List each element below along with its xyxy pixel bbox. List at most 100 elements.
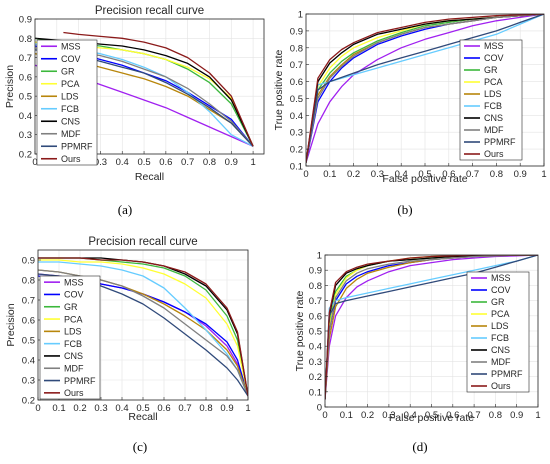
legend-label-cns: CNS xyxy=(491,345,510,355)
x-tick-label: 0.4 xyxy=(115,403,128,414)
y-tick-label: 0.5 xyxy=(22,336,35,347)
x-tick-label: 0.5 xyxy=(136,403,149,414)
x-tick-label: 0.1 xyxy=(323,169,336,180)
y-tick-label: 0.2 xyxy=(290,145,303,156)
legend-label-cov: COV xyxy=(61,54,81,64)
x-tick-label: 0.2 xyxy=(347,169,360,180)
x-tick-label: 0.8 xyxy=(490,169,503,180)
x-tick-label: 0.3 xyxy=(94,403,107,414)
legend-label-ppmrf: PPMRF xyxy=(484,137,516,147)
y-tick-label: 0.8 xyxy=(290,43,303,54)
y-tick-label: 0.5 xyxy=(290,94,303,105)
legend-label-cns: CNS xyxy=(484,113,503,123)
x-tick-label: 0.5 xyxy=(418,169,431,180)
x-tick-label: 0 xyxy=(35,403,40,414)
y-tick-label: 0.7 xyxy=(22,296,35,307)
legend-label-mdf: MDF xyxy=(64,363,84,373)
panel-label: (a) xyxy=(118,202,132,217)
x-tick-label: 0.1 xyxy=(52,403,65,414)
legend-label-cns: CNS xyxy=(64,351,83,361)
axes-box xyxy=(34,18,265,155)
chart-panel-3: 0 0.1 0.2 0.3 0.4 0.5 0.6 0.7 0.8 0.9 1 0.2 0.3 0.4 0.… xyxy=(5,236,251,454)
legend-label-mdf: MDF xyxy=(484,125,504,135)
series-line-ours xyxy=(325,255,538,400)
x-tick-label: 0.8 xyxy=(199,403,212,414)
y-tick-label: 0.3 xyxy=(309,357,322,368)
legend-label-gr: GR xyxy=(64,302,78,312)
x-tick-label: 0.4 xyxy=(404,410,417,421)
legend-label-cov: COV xyxy=(64,290,84,300)
chart-title: Precision recall curve xyxy=(88,236,197,248)
x-tick-label: 0.7 xyxy=(467,410,480,421)
legend-label-ours: Ours xyxy=(491,381,511,391)
x-tick-label: 0.8 xyxy=(489,410,502,421)
y-tick-label: 0 xyxy=(317,403,322,414)
y-tick-label: 0.9 xyxy=(19,15,32,26)
y-tick-label: 0.2 xyxy=(22,396,35,407)
y-tick-label: 0.4 xyxy=(22,356,35,367)
series-line-pca xyxy=(38,259,248,397)
legend-label-ours: Ours xyxy=(484,149,504,159)
legend-label-lds: LDS xyxy=(484,89,502,99)
series-line-ours xyxy=(38,257,248,397)
legend-label-mss: MSS xyxy=(61,41,81,51)
series-line-mdf xyxy=(325,255,538,400)
x-tick-label: 0.5 xyxy=(137,157,150,168)
x-tick-label: 1 xyxy=(245,403,250,414)
y-tick-label: 0.3 xyxy=(19,130,32,141)
y-tick-label: 0.9 xyxy=(309,266,322,277)
legend-label-gr: GR xyxy=(61,66,75,76)
series-line-ppmrf xyxy=(325,255,538,400)
y-tick-label: 0.2 xyxy=(19,150,32,161)
y-tick-label: 0.5 xyxy=(309,327,322,338)
x-tick-label: 0.9 xyxy=(225,157,238,168)
x-axis-label: Recall xyxy=(135,171,164,183)
legend-label-pca: PCA xyxy=(491,309,510,319)
legend-label-pca: PCA xyxy=(61,79,80,89)
legend-label-pca: PCA xyxy=(64,314,83,324)
x-tick-label: 0.8 xyxy=(203,157,216,168)
legend: MSS COV GR PCA LDS FCB CNS MDF PPMRF Ours xyxy=(36,39,98,166)
x-tick-label: 1 xyxy=(541,169,546,180)
x-tick-label: 0 xyxy=(322,410,327,421)
y-tick-label: 0.3 xyxy=(290,128,303,139)
y-tick-label: 0.2 xyxy=(309,372,322,383)
legend-label-ours: Ours xyxy=(61,154,81,164)
legend-label-ppmrf: PPMRF xyxy=(491,369,523,379)
y-tick-label: 0.4 xyxy=(290,111,303,122)
legend-label-lds: LDS xyxy=(491,321,509,331)
legend-label-ppmrf: PPMRF xyxy=(64,376,96,386)
x-tick-label: 0.9 xyxy=(220,403,233,414)
series-line-mss xyxy=(306,14,544,163)
x-tick-label: 0.2 xyxy=(73,403,86,414)
legend-label-gr: GR xyxy=(491,297,505,307)
x-tick-label: 0.7 xyxy=(181,157,194,168)
legend-label-fcb: FCB xyxy=(484,101,502,111)
x-tick-label: 0.9 xyxy=(514,169,527,180)
y-tick-label: 0.7 xyxy=(309,296,322,307)
legend: MSS COV GR PCA LDS FCB CNS MDF PPMRF Ours xyxy=(459,39,523,161)
y-tick-label: 0.6 xyxy=(22,316,35,327)
x-tick-label: 0.1 xyxy=(340,410,353,421)
series-group xyxy=(325,255,538,400)
x-tick-label: 1 xyxy=(250,157,255,168)
legend-label-fcb: FCB xyxy=(61,104,79,114)
y-tick-label: 0.4 xyxy=(19,111,32,122)
legend-label-fcb: FCB xyxy=(64,339,82,349)
x-axis-label: False positive rate xyxy=(389,412,474,424)
x-tick-label: 1 xyxy=(535,410,540,421)
legend-label-cns: CNS xyxy=(61,116,80,126)
y-tick-label: 0.5 xyxy=(19,92,32,103)
legend-label-pca: PCA xyxy=(484,77,503,87)
series-line-mdf xyxy=(306,14,544,163)
series-line-fcb xyxy=(38,261,248,397)
y-tick-label: 0.3 xyxy=(22,376,35,387)
y-axis-label: True positive rate xyxy=(294,290,306,371)
y-tick-label: 0.9 xyxy=(22,256,35,267)
legend-label-lds: LDS xyxy=(61,91,79,101)
legend-label-mss: MSS xyxy=(484,41,504,51)
legend-box xyxy=(466,271,530,393)
series-line-mss xyxy=(325,255,538,400)
y-tick-label: 0.4 xyxy=(309,342,322,353)
